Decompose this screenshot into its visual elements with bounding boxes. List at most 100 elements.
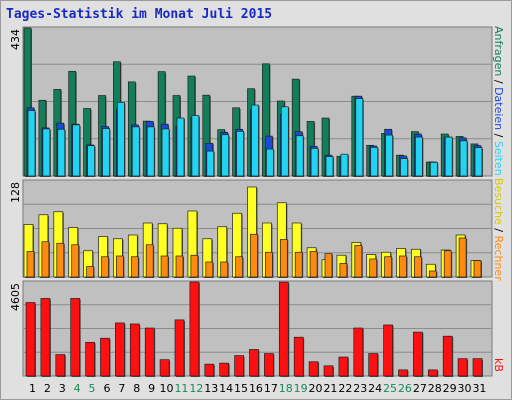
bar-rechner-day-9 bbox=[145, 244, 154, 278]
legend-kb: kB bbox=[492, 358, 505, 372]
day-label-3: 3 bbox=[59, 382, 66, 395]
bar-rechner-day-4 bbox=[71, 244, 80, 278]
bar-rechner-day-30 bbox=[458, 237, 467, 278]
bar-kb-day-20 bbox=[308, 361, 319, 377]
bar-kb-day-4 bbox=[70, 298, 81, 377]
day-label-9: 9 bbox=[148, 382, 155, 395]
bar-kb-day-5 bbox=[85, 341, 95, 377]
bar-seiten-day-9 bbox=[146, 126, 155, 177]
day-label-8: 8 bbox=[133, 382, 140, 395]
bar-seiten-day-25 bbox=[385, 134, 393, 177]
bar-seiten-day-19 bbox=[295, 135, 304, 177]
bar-kb-day-31 bbox=[472, 358, 483, 377]
bar-rechner-day-20 bbox=[309, 251, 318, 278]
bar-kb-day-22 bbox=[338, 356, 349, 377]
bar-rechner-day-12 bbox=[190, 254, 199, 278]
bar-seiten-day-30 bbox=[459, 140, 468, 177]
bar-rechner-day-19 bbox=[294, 251, 303, 278]
bar-seiten-day-27 bbox=[415, 136, 423, 177]
bar-rechner-day-14 bbox=[220, 261, 229, 278]
bar-seiten-day-22 bbox=[340, 153, 349, 177]
bar-rechner-day-6 bbox=[101, 256, 109, 278]
bar-kb-day-14 bbox=[219, 362, 230, 377]
bar-seiten-day-23 bbox=[355, 98, 364, 177]
y-max-label-bottom: 4605 bbox=[9, 283, 22, 311]
day-label-21: 21 bbox=[323, 382, 337, 395]
day-label-1: 1 bbox=[29, 382, 36, 395]
day-label-4: 4 bbox=[74, 382, 81, 395]
day-label-31: 31 bbox=[472, 382, 486, 395]
day-label-2: 2 bbox=[44, 382, 51, 395]
bar-seiten-day-12 bbox=[191, 115, 200, 177]
bar-seiten-day-8 bbox=[131, 126, 140, 177]
bar-kb-day-27 bbox=[413, 331, 423, 377]
bar-rechner-day-16 bbox=[250, 233, 258, 278]
legend-sep: / bbox=[492, 130, 505, 141]
bar-seiten-day-13 bbox=[206, 150, 215, 177]
bar-rechner-day-27 bbox=[414, 256, 422, 278]
bar-seiten-day-4 bbox=[72, 124, 81, 177]
day-label-16: 16 bbox=[249, 382, 263, 395]
y-max-label-middle: 128 bbox=[9, 182, 22, 203]
day-label-18: 18 bbox=[279, 382, 293, 395]
bar-kb-day-1 bbox=[25, 302, 36, 377]
legend-sep: / bbox=[492, 224, 505, 236]
bar-rechner-day-15 bbox=[235, 256, 243, 278]
bar-rechner-day-22 bbox=[339, 263, 348, 278]
legend-middle: Besuche / Rechner bbox=[492, 178, 505, 281]
bar-kb-day-13 bbox=[204, 363, 215, 377]
day-label-24: 24 bbox=[368, 382, 382, 395]
bar-rechner-day-17 bbox=[265, 251, 273, 278]
bar-kb-day-26 bbox=[398, 369, 408, 377]
bar-seiten-day-20 bbox=[310, 148, 319, 177]
bar-kb-day-30 bbox=[457, 358, 468, 377]
bar-kb-day-2 bbox=[40, 298, 51, 377]
bar-kb-day-6 bbox=[100, 337, 110, 377]
day-label-15: 15 bbox=[234, 382, 248, 395]
day-label-28: 28 bbox=[428, 382, 442, 395]
legend-anfragen: Anfragen bbox=[492, 26, 505, 77]
bar-rechner-day-13 bbox=[205, 261, 214, 278]
bar-kb-day-29 bbox=[442, 335, 453, 377]
bar-rechner-day-3 bbox=[56, 242, 65, 278]
day-label-20: 20 bbox=[309, 382, 323, 395]
bar-rechner-day-31 bbox=[473, 260, 482, 278]
day-label-12: 12 bbox=[189, 382, 203, 395]
bar-kb-day-15 bbox=[234, 355, 244, 377]
legend-top: Anfragen / Dateien / Seiten bbox=[492, 26, 505, 176]
bar-seiten-day-21 bbox=[325, 156, 334, 177]
day-label-23: 23 bbox=[353, 382, 367, 395]
bar-rechner-day-1 bbox=[26, 251, 35, 278]
bar-rechner-day-11 bbox=[175, 255, 184, 278]
bar-seiten-day-2 bbox=[42, 128, 51, 177]
day-label-29: 29 bbox=[443, 382, 457, 395]
bar-rechner-day-28 bbox=[428, 270, 437, 278]
bar-seiten-day-28 bbox=[429, 162, 438, 177]
bar-rechner-day-18 bbox=[279, 239, 288, 278]
day-label-7: 7 bbox=[118, 382, 125, 395]
bar-kb-day-24 bbox=[368, 353, 379, 377]
bar-kb-day-8 bbox=[129, 323, 140, 377]
bar-kb-day-25 bbox=[383, 324, 393, 377]
day-label-26: 26 bbox=[398, 382, 412, 395]
y-max-label-top: 434 bbox=[9, 29, 22, 50]
bar-seiten-day-18 bbox=[280, 106, 289, 177]
bar-rechner-day-29 bbox=[443, 250, 452, 278]
bar-kb-day-19 bbox=[293, 336, 304, 377]
day-label-17: 17 bbox=[264, 382, 278, 395]
bar-seiten-day-29 bbox=[444, 136, 453, 177]
bar-rechner-day-5 bbox=[86, 266, 94, 278]
day-label-13: 13 bbox=[204, 382, 218, 395]
bar-kb-day-9 bbox=[144, 327, 155, 377]
bar-seiten-day-6 bbox=[102, 128, 110, 177]
day-label-10: 10 bbox=[160, 382, 174, 395]
legend-seiten: Seiten bbox=[492, 140, 505, 176]
page-title: Tages-Statistik im Monat Juli 2015 bbox=[6, 7, 273, 22]
legend-sep: / bbox=[492, 76, 505, 88]
legend-dateien: Dateien bbox=[492, 87, 505, 131]
bar-rechner-day-8 bbox=[130, 256, 139, 278]
day-label-6: 6 bbox=[103, 382, 110, 395]
bar-seiten-day-16 bbox=[251, 104, 259, 177]
day-label-11: 11 bbox=[174, 382, 188, 395]
